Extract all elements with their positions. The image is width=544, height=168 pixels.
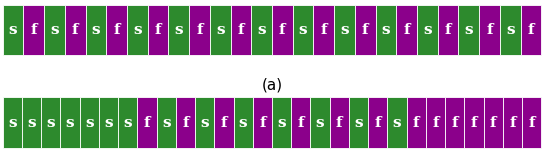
Text: f: f bbox=[320, 23, 327, 37]
Text: s: s bbox=[66, 116, 75, 130]
Text: s: s bbox=[162, 116, 170, 130]
Text: f: f bbox=[182, 116, 189, 130]
Text: f: f bbox=[445, 23, 452, 37]
Text: s: s bbox=[46, 116, 55, 130]
Text: f: f bbox=[72, 23, 78, 37]
Text: f: f bbox=[413, 116, 419, 130]
Text: s: s bbox=[239, 116, 248, 130]
Text: s: s bbox=[8, 116, 17, 130]
Text: f: f bbox=[403, 23, 410, 37]
Text: s: s bbox=[506, 23, 515, 37]
Text: s: s bbox=[9, 23, 17, 37]
Text: s: s bbox=[216, 23, 225, 37]
Text: f: f bbox=[528, 23, 534, 37]
Text: s: s bbox=[277, 116, 286, 130]
Text: f: f bbox=[490, 116, 497, 130]
Text: f: f bbox=[362, 23, 368, 37]
Text: s: s bbox=[316, 116, 324, 130]
Text: s: s bbox=[27, 116, 36, 130]
Text: s: s bbox=[423, 23, 432, 37]
Text: s: s bbox=[123, 116, 132, 130]
Text: s: s bbox=[85, 116, 94, 130]
Text: f: f bbox=[259, 116, 265, 130]
Text: f: f bbox=[486, 23, 493, 37]
Text: f: f bbox=[238, 23, 244, 37]
Text: f: f bbox=[374, 116, 381, 130]
Text: s: s bbox=[200, 116, 209, 130]
Text: s: s bbox=[465, 23, 473, 37]
Text: f: f bbox=[154, 23, 162, 37]
Text: f: f bbox=[279, 23, 286, 37]
Text: s: s bbox=[340, 23, 349, 37]
Text: f: f bbox=[30, 23, 37, 37]
Text: f: f bbox=[528, 116, 535, 130]
Text: s: s bbox=[299, 23, 307, 37]
Text: f: f bbox=[144, 116, 150, 130]
Text: s: s bbox=[50, 23, 59, 37]
Text: s: s bbox=[393, 116, 401, 130]
Text: f: f bbox=[221, 116, 227, 130]
Text: s: s bbox=[257, 23, 266, 37]
Text: s: s bbox=[91, 23, 100, 37]
Text: f: f bbox=[432, 116, 439, 130]
Text: f: f bbox=[298, 116, 304, 130]
Text: s: s bbox=[104, 116, 113, 130]
Text: s: s bbox=[175, 23, 183, 37]
Text: s: s bbox=[354, 116, 363, 130]
Text: s: s bbox=[133, 23, 141, 37]
Text: f: f bbox=[113, 23, 120, 37]
Text: f: f bbox=[509, 116, 516, 130]
Text: f: f bbox=[452, 116, 458, 130]
Text: f: f bbox=[196, 23, 203, 37]
Text: f: f bbox=[471, 116, 477, 130]
Text: f: f bbox=[336, 116, 343, 130]
Text: (a): (a) bbox=[262, 77, 282, 92]
Text: s: s bbox=[381, 23, 390, 37]
